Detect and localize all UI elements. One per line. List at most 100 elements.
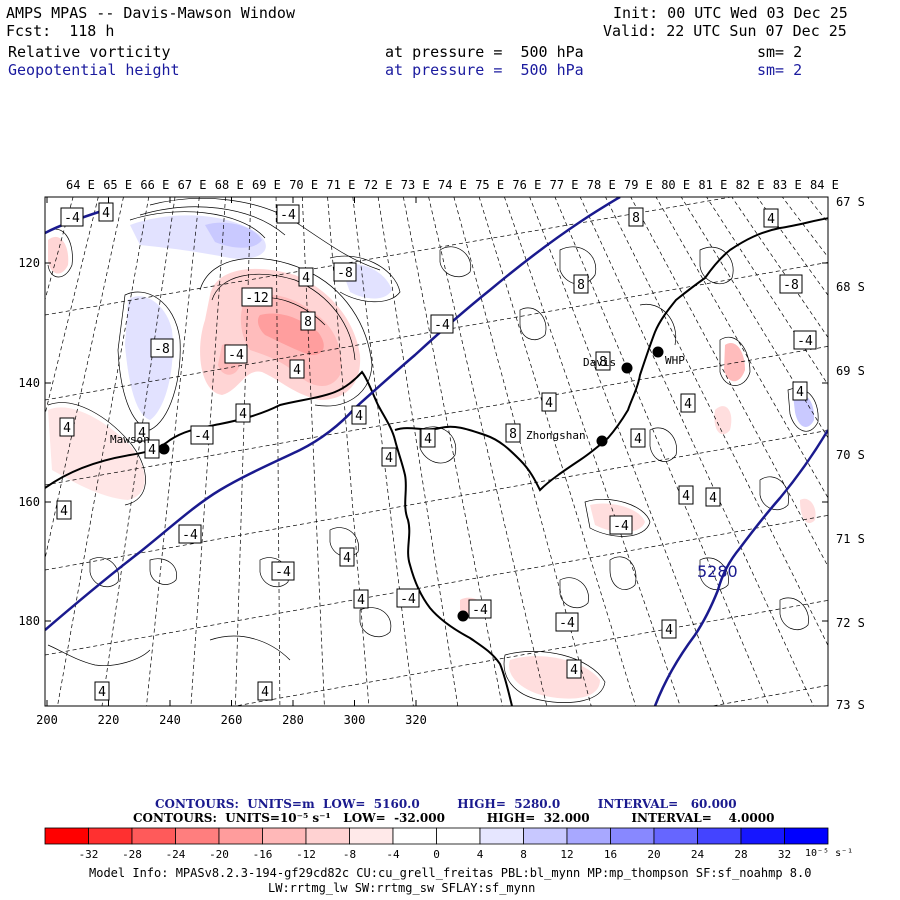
lon-label: 84 E bbox=[810, 178, 839, 192]
vorticity-label: -8 bbox=[779, 274, 803, 294]
colorbar-units: 10⁻⁵ s⁻¹ bbox=[805, 848, 853, 859]
colorbar-swatch bbox=[131, 827, 176, 845]
height-contour-caption: CONTOURS: UNITS=m LOW= 5160.0 HIGH= 5280… bbox=[155, 797, 737, 811]
svg-text:-4: -4 bbox=[280, 208, 296, 223]
svg-text:4: 4 bbox=[98, 685, 106, 700]
lon-label: 77 E bbox=[550, 178, 579, 192]
colorbar-tick: 16 bbox=[604, 848, 617, 861]
vorticity-label: 4 bbox=[94, 681, 110, 701]
vorticity-label: 8 bbox=[628, 207, 644, 227]
colorbar-swatch bbox=[436, 827, 481, 845]
colorbar-swatch bbox=[697, 827, 742, 845]
x-tick-label: 280 bbox=[282, 713, 304, 727]
colorbar-swatch bbox=[349, 827, 394, 845]
colorbar-tick-labels: -32 -28 -24 -20 -16 -12 -8 -4 0 4 8 12 16 20 24 28 32 bbox=[79, 848, 792, 861]
lon-label: 71 E bbox=[326, 178, 355, 192]
colorbar-tick: -32 bbox=[79, 848, 99, 861]
x-tick-label: 260 bbox=[221, 713, 243, 727]
field2-name: Geopotential height bbox=[8, 61, 180, 79]
svg-text:4: 4 bbox=[709, 491, 717, 506]
svg-text:-4: -4 bbox=[228, 348, 244, 363]
colorbar-tick: -4 bbox=[386, 848, 400, 861]
svg-text:4: 4 bbox=[796, 385, 804, 400]
svg-text:4: 4 bbox=[261, 685, 269, 700]
colorbar-swatch bbox=[566, 827, 611, 845]
colorbar-tick: -20 bbox=[209, 848, 229, 861]
svg-text:4: 4 bbox=[239, 407, 247, 422]
svg-text:-4: -4 bbox=[182, 528, 198, 543]
svg-text:4: 4 bbox=[682, 489, 690, 504]
height-contour-label: 5280 bbox=[697, 562, 738, 581]
svg-text:8: 8 bbox=[599, 355, 607, 370]
y-axis-ticks: 120 140 160 180 bbox=[18, 256, 40, 628]
latitude-labels: 67 S 68 S 69 S 70 S 71 S 72 S 73 S bbox=[836, 195, 865, 712]
vorticity-label: -4 bbox=[190, 425, 214, 445]
colorbar-swatch bbox=[784, 827, 829, 845]
vorticity-label: -4 bbox=[178, 524, 202, 544]
station-markers: Mawson Davis WHP Zhongshan bbox=[110, 346, 685, 622]
y-tick-label: 140 bbox=[18, 376, 40, 390]
svg-text:8: 8 bbox=[304, 315, 312, 330]
vorticity-label: -4 bbox=[60, 207, 84, 227]
vorticity-label: 4 bbox=[59, 417, 75, 437]
svg-text:8: 8 bbox=[577, 278, 585, 293]
plot-frame bbox=[44, 196, 829, 707]
colorbar-tick: -8 bbox=[343, 848, 356, 861]
vorticity-label: -8 bbox=[150, 338, 174, 358]
vorticity-label: 4 bbox=[566, 659, 582, 679]
svg-text:4: 4 bbox=[293, 363, 301, 378]
vorticity-label: 4 bbox=[541, 392, 557, 412]
svg-text:-4: -4 bbox=[400, 592, 416, 607]
vorticity-label: 4 bbox=[680, 393, 696, 413]
y-tick-label: 180 bbox=[18, 614, 40, 628]
x-tick-label: 220 bbox=[98, 713, 120, 727]
colorbar-swatch bbox=[305, 827, 350, 845]
colorbar-tick: 24 bbox=[691, 848, 705, 861]
colorbar-tick: 28 bbox=[734, 848, 747, 861]
svg-text:WHP: WHP bbox=[665, 354, 685, 367]
colorbar-swatch bbox=[88, 827, 133, 845]
colorbar-swatch bbox=[479, 827, 524, 845]
vorticity-label: 4 bbox=[257, 681, 273, 701]
svg-text:Mawson: Mawson bbox=[110, 433, 150, 446]
station-whp: WHP bbox=[652, 346, 685, 367]
lat-label: 71 S bbox=[836, 532, 865, 546]
vorticity-label: 4 bbox=[381, 447, 397, 467]
colorbar-swatch bbox=[523, 827, 568, 845]
svg-text:-4: -4 bbox=[559, 616, 575, 631]
vorticity-label: 4 bbox=[705, 487, 721, 507]
vorticity-label: -4 bbox=[271, 561, 295, 581]
colorbar-swatch bbox=[653, 827, 698, 845]
vorticity-label: -4 bbox=[224, 344, 248, 364]
colorbar-swatch bbox=[218, 827, 263, 845]
colorbar bbox=[44, 827, 829, 845]
colorbar-tick: 0 bbox=[433, 848, 440, 861]
vorticity-label: -4 bbox=[793, 330, 817, 350]
frame-ticks bbox=[45, 197, 828, 706]
svg-text:4: 4 bbox=[63, 421, 71, 436]
vorticity-label: 4 bbox=[661, 619, 677, 639]
colorbar-tick: 20 bbox=[647, 848, 660, 861]
vorticity-label: 4 bbox=[134, 422, 150, 442]
vorticity-label: -8 bbox=[333, 262, 357, 282]
svg-text:4: 4 bbox=[60, 504, 68, 519]
svg-text:-12: -12 bbox=[245, 291, 268, 306]
svg-text:4: 4 bbox=[355, 409, 363, 424]
vorticity-label: -4 bbox=[468, 599, 492, 619]
lat-label: 67 S bbox=[836, 195, 865, 209]
y-tick-label: 120 bbox=[18, 256, 40, 270]
vorticity-label: 4 bbox=[56, 500, 72, 520]
svg-text:Davis: Davis bbox=[583, 356, 616, 369]
window-title: AMPS MPAS -- Davis-Mawson Window bbox=[6, 4, 295, 22]
lon-label: 73 E bbox=[401, 178, 430, 192]
lon-label: 70 E bbox=[289, 178, 318, 192]
svg-text:-4: -4 bbox=[275, 565, 291, 580]
y-tick-label: 160 bbox=[18, 495, 40, 509]
svg-text:8: 8 bbox=[632, 211, 640, 226]
lon-label: 67 E bbox=[178, 178, 207, 192]
svg-text:4: 4 bbox=[138, 426, 146, 441]
vorticity-label: 4 bbox=[351, 405, 367, 425]
height-contour-5220 bbox=[45, 197, 621, 631]
longitude-labels: 64 E 65 E 66 E 67 E 68 E 69 E 70 E 71 E 72 E 73 E… bbox=[66, 178, 839, 192]
svg-text:4: 4 bbox=[684, 397, 692, 412]
